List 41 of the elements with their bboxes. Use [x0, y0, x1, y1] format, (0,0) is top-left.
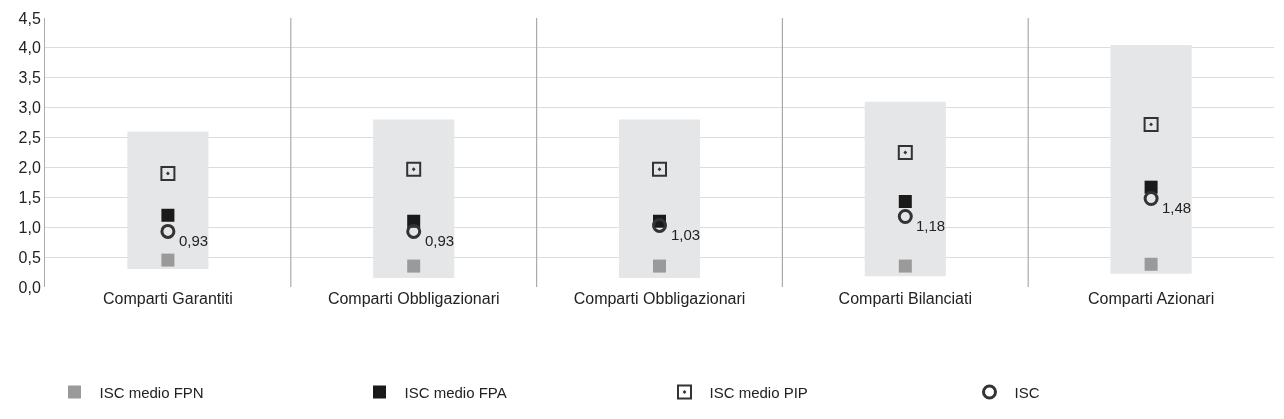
- legend-label: ISC medio FPN: [99, 383, 204, 401]
- y-tick-label: 3,0: [18, 99, 41, 117]
- x-tick-label: Comparti Obbligazionari: [573, 290, 746, 307]
- point: [898, 259, 912, 273]
- x-tick-label: Comparti Obbligazionari: [327, 290, 500, 307]
- point: [1143, 191, 1159, 207]
- data-label: 0,93: [179, 232, 209, 249]
- y-tick-label: 4,5: [18, 9, 41, 27]
- y-tick-label: 1,5: [18, 188, 41, 206]
- point: [652, 217, 667, 233]
- point: [897, 208, 913, 224]
- point: [407, 259, 421, 273]
- point: [1143, 116, 1159, 132]
- data-label: 1,03: [671, 226, 701, 243]
- y-tick-label: 2,0: [18, 159, 41, 177]
- y-tick-label: 4,0: [18, 39, 41, 57]
- data-label: 1,18: [916, 217, 946, 234]
- point: [898, 195, 912, 209]
- data-label: 1,48: [1162, 199, 1192, 216]
- point: [160, 165, 176, 181]
- data-label: 0,93: [425, 232, 455, 249]
- x-tick-label: Comparti Azionari: [1087, 290, 1215, 307]
- point: [160, 223, 176, 239]
- point: [1144, 257, 1158, 271]
- y-tick-label: 0,0: [18, 278, 41, 296]
- y-tick-label: 1,0: [18, 218, 41, 236]
- point: [653, 259, 666, 273]
- point: [652, 161, 667, 177]
- y-tick-label: 2,5: [18, 129, 41, 147]
- y-tick-label: 3,5: [18, 69, 41, 87]
- x-tick-label: Comparti Garantiti: [102, 290, 233, 307]
- point: [161, 208, 175, 222]
- point: [897, 145, 913, 160]
- point: [406, 223, 422, 239]
- legend-label: ISC medio FPA: [404, 383, 507, 401]
- y-tick-label: 0,5: [18, 248, 41, 266]
- point: [406, 161, 422, 177]
- legend-label: ISC medio PIP: [709, 383, 808, 401]
- point: [161, 253, 175, 267]
- x-tick-label: Comparti Bilanciati: [838, 290, 972, 307]
- legend-label: ISC: [1014, 383, 1040, 401]
